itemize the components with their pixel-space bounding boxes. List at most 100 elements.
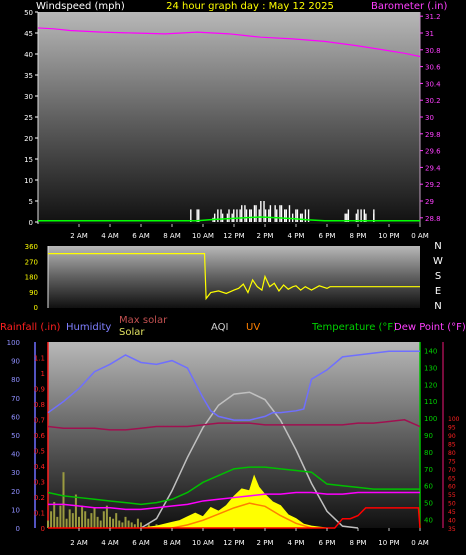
windspeed-tick-label: 10 (24, 177, 33, 185)
temperature-tick-label: 130 (424, 364, 437, 372)
x-tick-label: 8 PM (350, 232, 367, 240)
legend-temperature: Temperature (°F) (311, 322, 397, 333)
windspeed-axis: 0 5 10 15 20 25 30 35 40 45 50 (24, 9, 38, 227)
lower-legend: Rainfall (.in) Humidity Max solar Solar … (0, 315, 466, 338)
x-tick-label: 4 AM (101, 232, 119, 240)
compass-label: E (435, 286, 441, 297)
legend-dew-point: Dew Point (°F) (394, 322, 466, 333)
temperature-tick-label: 100 (424, 415, 437, 423)
legend-solar: Solar (119, 327, 145, 338)
x-tick-label: 6 AM (132, 232, 150, 240)
direction-tick-label: 360 (25, 243, 38, 251)
direction-series (48, 253, 420, 301)
barometer-tick-label: 29.8 (425, 131, 441, 139)
temperature-tick-label: 60 (424, 483, 433, 491)
humidity-axis: 0 10 20 30 40 50 60 70 80 90 100 (7, 339, 20, 533)
temperature-tick-label: 50 (424, 500, 433, 508)
x-tick-label: 10 AM (192, 539, 214, 547)
dew-point-tick-label: 35 (448, 526, 456, 533)
rainfall-tick-label: 0.8 (34, 401, 45, 409)
humidity-line (47, 350, 420, 421)
compass-label: W (433, 256, 443, 267)
temperature-tick-label: 140 (424, 347, 437, 355)
barometer-tick-label: 30 (425, 114, 434, 122)
humidity-tick-label: 70 (11, 395, 20, 403)
legend-rainfall: Rainfall (.in) (0, 322, 61, 333)
dew-point-tick-label: 95 (448, 425, 456, 432)
x-axis-panel-1: 2 AM 4 AM 6 AM 8 AM 10 AM 12 PM 2 PM 4 PM 6 PM 8 … (70, 224, 429, 240)
windspeed-tick-label: 35 (24, 72, 33, 80)
barometer-tick-label: 28.8 (425, 215, 441, 223)
legend-max-solar: Max solar (119, 315, 168, 326)
x-tick-label: 6 PM (319, 539, 336, 547)
climate-series (47, 350, 421, 529)
windspeed-tick-label: 25 (24, 114, 33, 122)
humidity-tick-label: 50 (11, 432, 20, 440)
x-tick-label: 12 PM (223, 539, 244, 547)
dew-point-tick-label: 75 (448, 458, 456, 465)
x-tick-label: 2 PM (257, 232, 274, 240)
humidity-tick-label: 80 (11, 376, 20, 384)
humidity-tick-label: 10 (11, 506, 20, 514)
rainfall-tick-label: 0.3 (34, 479, 45, 487)
dew-point-tick-label: 90 (448, 433, 456, 440)
barometer-tick-label: 31 (425, 30, 434, 38)
rainfall-tick-label: 0.2 (34, 494, 45, 502)
barometer-tick-label: 29.2 (425, 181, 441, 189)
barometer-tick-label: 29.4 (425, 164, 441, 172)
temperature-line (47, 466, 420, 506)
temperature-tick-label: 40 (424, 517, 433, 525)
x-tick-label: 2 AM (70, 232, 88, 240)
wind-direction-line (48, 253, 420, 301)
x-tick-label: 4 PM (288, 539, 305, 547)
x-tick-label: 6 AM (132, 539, 150, 547)
x-tick-label: 10 PM (378, 232, 399, 240)
x-tick-label: 2 PM (257, 539, 274, 547)
wind-barometer-series (37, 27, 421, 222)
dew-point-tick-label: 65 (448, 475, 456, 482)
rainfall-tick-label: 0.7 (34, 417, 45, 425)
humidity-tick-label: 0 (16, 525, 20, 533)
rainfall-tick-label: 1.1 (34, 355, 45, 363)
wind-panel-background (38, 12, 420, 224)
graph-title: 24 hour graph day : May 12 2025 (166, 1, 334, 12)
x-tick-label: 6 PM (319, 232, 336, 240)
rainfall-tick-label: 0 (41, 525, 45, 533)
x-tick-label: 8 AM (163, 232, 181, 240)
rainfall-tick-label: 1 (41, 370, 45, 378)
direction-tick-label: 0 (34, 304, 38, 312)
barometer-tick-label: 30.2 (425, 97, 441, 105)
temperature-tick-label: 80 (424, 449, 433, 457)
wind-average-line (38, 216, 420, 222)
windspeed-tick-label: 50 (24, 9, 33, 17)
temperature-tick-label: 110 (424, 398, 437, 406)
rainfall-tick-label: 0.6 (34, 432, 46, 440)
barometer-tick-label: 30.4 (425, 80, 441, 88)
legend-aqi: AQI (211, 322, 229, 333)
temperature-tick-label: 70 (424, 466, 433, 474)
x-tick-label: 2 AM (70, 539, 88, 547)
barometer-tick-label: 29 (425, 198, 434, 206)
barometer-tick-label: 30.6 (425, 64, 441, 72)
temperature-tick-label: 90 (424, 432, 433, 440)
legend-uv: UV (246, 322, 260, 333)
dew-point-tick-label: 40 (448, 518, 456, 525)
barometer-tick-label: 31.2 (425, 13, 441, 21)
rainfall-tick-label: 0.1 (34, 510, 45, 518)
dew-point-tick-label: 100 (448, 416, 460, 423)
dew-point-tick-label: 50 (448, 501, 456, 508)
x-tick-label: 12 PM (223, 232, 244, 240)
humidity-tick-label: 60 (11, 413, 20, 421)
humidity-tick-label: 30 (11, 469, 20, 477)
barometer-line (37, 27, 421, 58)
dew-point-tick-label: 45 (448, 509, 456, 516)
temperature-axis: 40 50 60 70 80 90 100 110 120 130 140 (424, 347, 437, 524)
barometer-tick-label: 30.8 (425, 47, 441, 55)
x-tick-label: 10 AM (192, 232, 214, 240)
barometer-axis-label: Barometer (.in) (371, 1, 447, 12)
x-tick-label: 4 AM (101, 539, 119, 547)
